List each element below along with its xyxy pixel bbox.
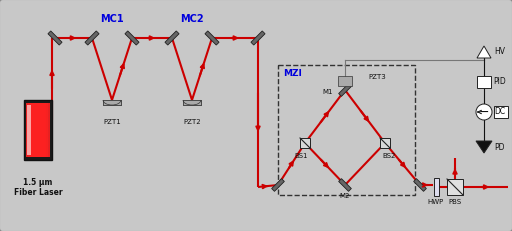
Bar bbox=[28, 103, 48, 157]
Polygon shape bbox=[414, 179, 426, 191]
Bar bbox=[477, 76, 491, 88]
Polygon shape bbox=[103, 100, 121, 105]
Bar bbox=[380, 138, 390, 148]
Bar bbox=[26, 103, 50, 157]
Polygon shape bbox=[205, 31, 219, 45]
Text: PZT1: PZT1 bbox=[103, 119, 121, 125]
Polygon shape bbox=[272, 179, 284, 191]
Text: −: − bbox=[479, 106, 489, 119]
Text: M1: M1 bbox=[323, 89, 333, 95]
Polygon shape bbox=[338, 179, 351, 191]
Text: BS2: BS2 bbox=[382, 153, 396, 159]
Bar bbox=[447, 179, 463, 195]
Bar bbox=[434, 178, 438, 196]
Bar bbox=[494, 106, 508, 118]
Text: DC: DC bbox=[494, 107, 505, 116]
Polygon shape bbox=[85, 31, 99, 45]
Bar bbox=[278, 65, 415, 195]
Bar bbox=[30, 103, 47, 157]
Polygon shape bbox=[165, 31, 179, 45]
Text: PBS: PBS bbox=[449, 199, 461, 205]
Bar bbox=[31, 103, 45, 157]
Polygon shape bbox=[183, 100, 201, 105]
Polygon shape bbox=[338, 84, 351, 96]
Text: PZT3: PZT3 bbox=[368, 74, 386, 80]
Text: PID: PID bbox=[493, 77, 506, 86]
Bar bbox=[338, 76, 352, 86]
Text: MC1: MC1 bbox=[100, 14, 124, 24]
Polygon shape bbox=[476, 141, 492, 153]
Text: MC2: MC2 bbox=[180, 14, 204, 24]
Polygon shape bbox=[125, 31, 139, 45]
Circle shape bbox=[476, 104, 492, 120]
Text: HV: HV bbox=[494, 48, 505, 57]
Bar bbox=[33, 103, 43, 157]
Polygon shape bbox=[48, 31, 62, 45]
Bar bbox=[24, 100, 52, 160]
Text: HWP: HWP bbox=[428, 199, 444, 205]
Text: PD: PD bbox=[494, 143, 504, 152]
Bar bbox=[27, 105, 31, 155]
Polygon shape bbox=[477, 46, 491, 58]
Text: 1.5 μm
Fiber Laser: 1.5 μm Fiber Laser bbox=[14, 178, 62, 198]
Bar bbox=[183, 100, 201, 105]
Bar bbox=[300, 138, 310, 148]
Polygon shape bbox=[251, 31, 265, 45]
Text: M2: M2 bbox=[340, 193, 350, 199]
Bar bbox=[103, 100, 121, 105]
Text: PZT2: PZT2 bbox=[183, 119, 201, 125]
Text: BS1: BS1 bbox=[294, 153, 308, 159]
Text: MZI: MZI bbox=[283, 69, 302, 78]
